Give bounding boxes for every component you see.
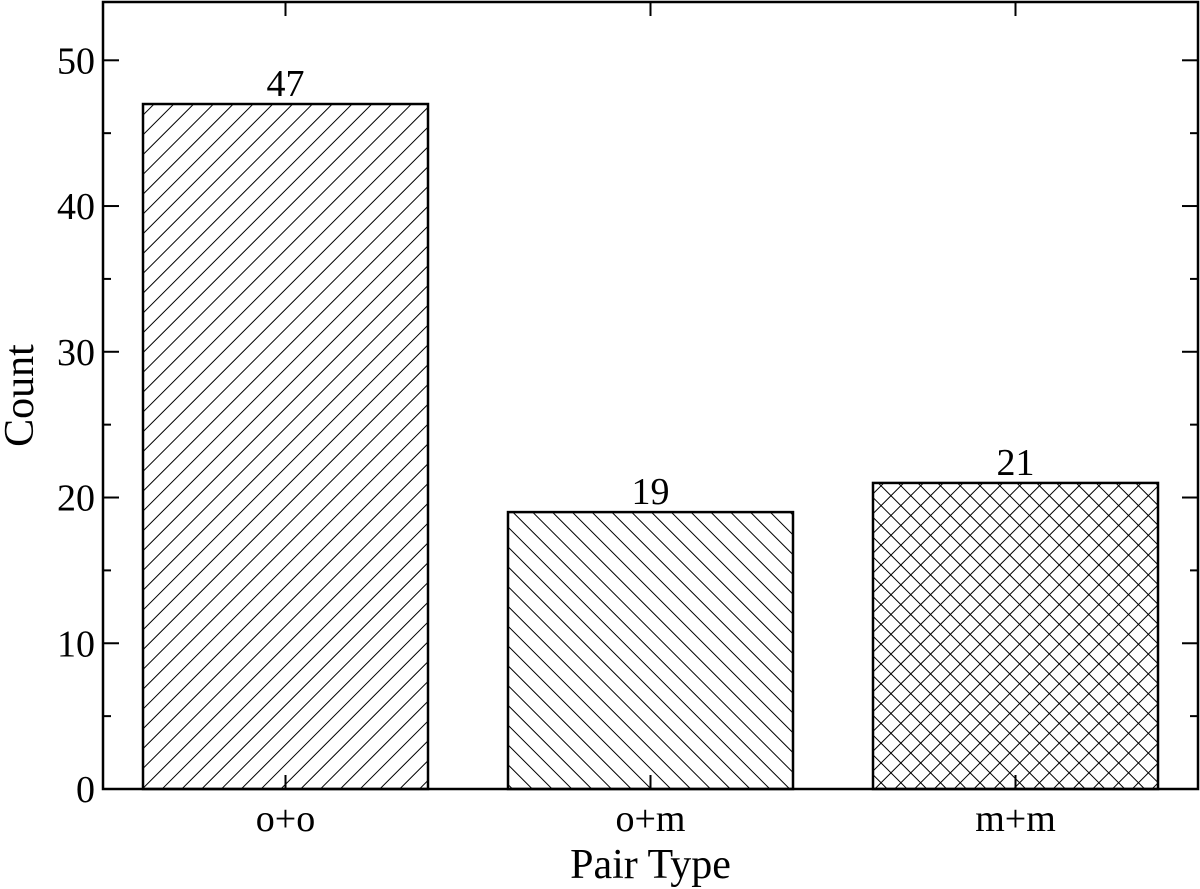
x-tick-label: m+m bbox=[975, 798, 1056, 840]
bar-value-label: 47 bbox=[267, 63, 305, 105]
y-tick-label: 0 bbox=[76, 769, 95, 811]
x-tick-label: o+m bbox=[616, 798, 686, 840]
y-tick-label: 50 bbox=[57, 40, 95, 82]
bar-m+m bbox=[871, 481, 1160, 791]
bars-group: 47 19 21 bbox=[141, 63, 1160, 791]
y-tick-label: 20 bbox=[57, 478, 95, 520]
y-tick-label: 30 bbox=[57, 332, 95, 374]
bar-value-label: 19 bbox=[632, 471, 670, 513]
bar-value-label: 21 bbox=[997, 442, 1035, 484]
bar-o+m bbox=[506, 510, 795, 791]
x-axis-label: Pair Type bbox=[570, 842, 731, 888]
y-axis-label: Count bbox=[0, 344, 43, 447]
bar-o+o bbox=[141, 102, 430, 791]
y-tick-label: 40 bbox=[57, 186, 95, 228]
y-tick-label: 10 bbox=[57, 623, 95, 665]
ticks-group: o+o o+m m+m 0 10 20 30 40 50 bbox=[57, 2, 1198, 840]
plot-frame bbox=[101, 0, 1200, 791]
x-tick-label: o+o bbox=[256, 798, 315, 840]
